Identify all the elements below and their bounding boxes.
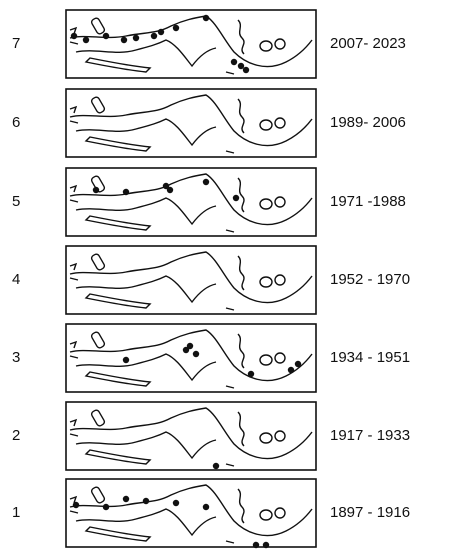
event-dot (212, 462, 220, 470)
map (69, 14, 313, 75)
map-frame (65, 167, 317, 237)
event-dot (132, 34, 140, 42)
event-dot (182, 346, 190, 354)
map-frame (65, 88, 317, 158)
panel-number: 2 (12, 427, 20, 444)
event-dot (166, 186, 174, 194)
event-dot (172, 499, 180, 507)
map (69, 94, 313, 154)
event-dot (120, 36, 128, 44)
period-label: 1952 - 1970 (330, 271, 410, 288)
event-dot (230, 58, 238, 66)
event-dot (192, 350, 200, 358)
map-outline (69, 407, 313, 467)
event-dot (294, 360, 302, 368)
event-dot (186, 342, 194, 350)
panel-number: 5 (12, 193, 20, 210)
map (69, 484, 313, 549)
event-dot (102, 503, 110, 511)
event-dot (70, 32, 78, 40)
event-dot (142, 497, 150, 505)
period-label: 2007- 2023 (330, 35, 406, 52)
map-outline (69, 15, 313, 75)
event-dot (72, 501, 80, 509)
event-dot (162, 182, 170, 190)
period-label: 1934 - 1951 (330, 349, 410, 366)
event-dot (202, 178, 210, 186)
map (69, 173, 313, 233)
event-dot (122, 188, 130, 196)
panel-number: 6 (12, 114, 20, 131)
event-dot (157, 28, 165, 36)
period-label: 1971 -1988 (330, 193, 406, 210)
event-dot (237, 62, 245, 70)
map-frame (65, 245, 317, 315)
map-frame (65, 478, 317, 548)
panel-number: 4 (12, 271, 20, 288)
map-frame (65, 401, 317, 471)
event-dot (247, 370, 255, 378)
map-outline (69, 173, 313, 233)
event-dot (150, 32, 158, 40)
map-outline (69, 484, 313, 544)
event-dot (262, 541, 270, 549)
period-label: 1989- 2006 (330, 114, 406, 131)
map-outline (69, 94, 313, 154)
panel-number: 3 (12, 349, 20, 366)
event-dot (172, 24, 180, 32)
panel-number: 7 (12, 35, 20, 52)
period-label: 1897 - 1916 (330, 504, 410, 521)
event-dot (202, 503, 210, 511)
event-dot (82, 36, 90, 44)
event-dot (122, 356, 130, 364)
event-dot (252, 541, 260, 549)
map-outline (69, 329, 313, 389)
map (69, 407, 313, 470)
panel-number: 1 (12, 504, 20, 521)
event-dot (232, 194, 240, 202)
event-dot (202, 14, 210, 22)
event-dot (242, 66, 250, 74)
event-dot (102, 32, 110, 40)
event-dot (122, 495, 130, 503)
period-label: 1917 - 1933 (330, 427, 410, 444)
map-frame (65, 323, 317, 393)
map-frame (65, 9, 317, 79)
map-outline (69, 251, 313, 311)
map (69, 329, 313, 389)
map (69, 251, 313, 311)
event-dot (287, 366, 295, 374)
event-dot (92, 186, 100, 194)
